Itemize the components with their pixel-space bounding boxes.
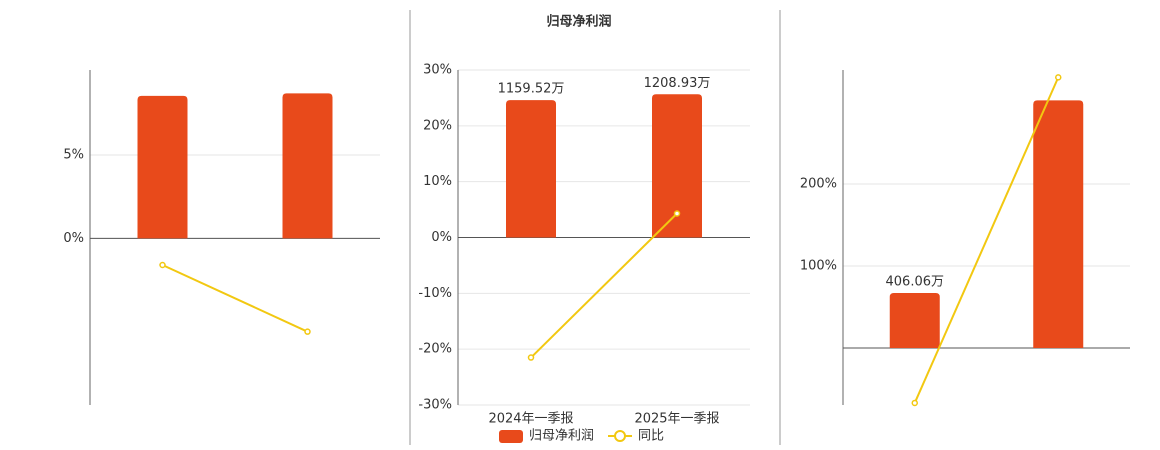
legend-label: 归母净利润 <box>529 429 594 444</box>
data-label: 1208.93万 <box>644 76 711 91</box>
line <box>530 212 678 359</box>
y-tick-label: 30% <box>423 63 452 78</box>
bar <box>137 95 188 239</box>
data-label: 406.06万 <box>886 275 945 290</box>
y-tick-label: 10% <box>423 174 452 189</box>
line <box>913 76 1060 404</box>
y-tick-label: -20% <box>418 342 452 357</box>
line-point <box>911 399 918 407</box>
legend-swatch <box>499 430 523 443</box>
data-label: 1159.52万 <box>498 82 565 97</box>
y-tick-label: 5% <box>63 148 84 163</box>
bar <box>282 93 333 239</box>
line-point <box>527 354 535 361</box>
chart-title: 归母净利润 <box>546 14 611 30</box>
bar <box>506 100 556 238</box>
x-tick-label: 2024年一季报 <box>488 412 573 427</box>
line-point <box>1055 74 1062 81</box>
line-point <box>304 328 311 335</box>
bar <box>1033 100 1084 349</box>
bar <box>889 293 940 349</box>
bar <box>652 94 702 238</box>
line-point <box>673 210 681 217</box>
line-point <box>159 261 166 269</box>
y-tick-label: 20% <box>423 118 452 133</box>
y-tick-label: -30% <box>418 398 452 413</box>
y-tick-label: -10% <box>418 286 452 301</box>
legend-label: 同比 <box>638 429 664 444</box>
y-tick-label: 0% <box>63 231 84 246</box>
legend-swatch <box>614 430 627 442</box>
line <box>162 264 308 333</box>
y-tick-label: 100% <box>800 258 837 273</box>
x-tick-label: 2025年一季报 <box>634 412 719 427</box>
y-tick-label: 200% <box>800 176 837 191</box>
y-tick-label: 0% <box>431 230 452 245</box>
